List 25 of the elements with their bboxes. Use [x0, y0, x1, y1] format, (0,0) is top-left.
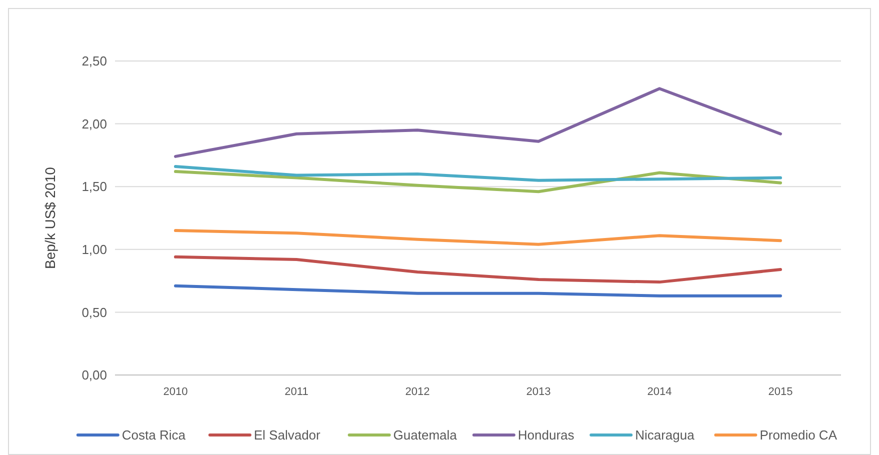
- y-tick-label: 1,00: [82, 242, 107, 257]
- y-axis-title: Bep/k US$ 2010: [42, 166, 58, 269]
- y-tick-label: 0,50: [82, 304, 107, 320]
- line-series: [174, 165, 782, 182]
- legend-label: Nicaragua: [635, 428, 696, 443]
- line-series: [174, 170, 782, 194]
- line-series: [174, 255, 782, 284]
- legend-label: El Salvador: [254, 428, 322, 443]
- x-tick-label: 2012: [405, 386, 430, 398]
- y-tick-label: 0,00: [82, 368, 107, 383]
- line-series: [174, 284, 782, 298]
- x-tick-label: 2011: [284, 386, 308, 398]
- legend-label: Promedio CA: [760, 428, 838, 443]
- x-tick-label: 2010: [163, 386, 188, 398]
- legend-label: Costa Rica: [122, 428, 186, 443]
- line-series: [174, 87, 782, 158]
- x-tick-label: 2014: [647, 386, 672, 398]
- x-tick-label: 2013: [526, 386, 551, 398]
- legend-label: Honduras: [518, 428, 575, 443]
- y-tick-label: 1,50: [82, 179, 107, 194]
- legend-label: Guatemala: [393, 428, 458, 443]
- y-tick-label: 2,50: [82, 54, 107, 69]
- line-series: [174, 229, 782, 246]
- y-tick-label: 2,00: [82, 116, 107, 132]
- x-tick-label: 2015: [768, 386, 793, 398]
